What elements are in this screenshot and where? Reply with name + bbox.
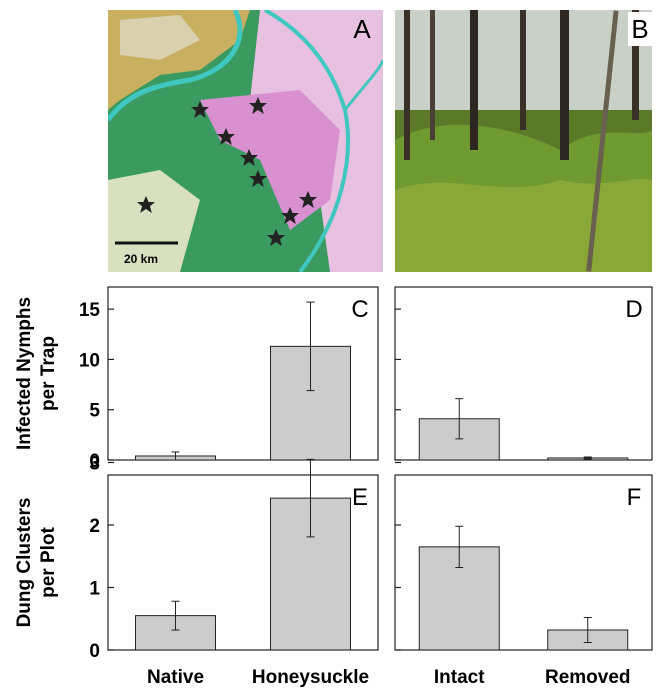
x-tick-label: Removed <box>545 667 631 688</box>
panel-label: C <box>351 296 368 323</box>
x-tick-label: Honeysuckle <box>252 667 369 688</box>
y-axis-label: per Plot <box>38 526 59 597</box>
figure: 20 km A B C 0 5 10 15 Infected Nymphsper Trap… <box>0 0 663 688</box>
y-axis-label: Infected Nymphs <box>14 297 35 450</box>
y-tick-label: 2 <box>89 516 100 537</box>
panel-label: F <box>627 484 642 511</box>
y-tick-label: 5 <box>89 401 100 422</box>
y-axis-label: per Trap <box>38 336 59 411</box>
y-tick-label: 10 <box>79 350 100 371</box>
map: 20 km A <box>108 10 383 272</box>
panel-label: E <box>352 484 368 511</box>
panel-label: B <box>631 14 648 44</box>
y-tick-label: 0 <box>89 641 100 662</box>
y-tick-label: 15 <box>79 300 101 321</box>
y-axis-label: Dung Clusters <box>14 498 35 628</box>
y-tick-label: 1 <box>89 579 100 600</box>
x-tick-label: Native <box>147 667 204 688</box>
photo: B <box>395 10 652 272</box>
x-tick-label: Intact <box>434 667 485 688</box>
scale-label: 20 km <box>124 252 158 266</box>
panel-label: D <box>625 296 642 323</box>
y-tick-label: 3 <box>89 454 100 475</box>
panel-label: A <box>353 14 371 44</box>
